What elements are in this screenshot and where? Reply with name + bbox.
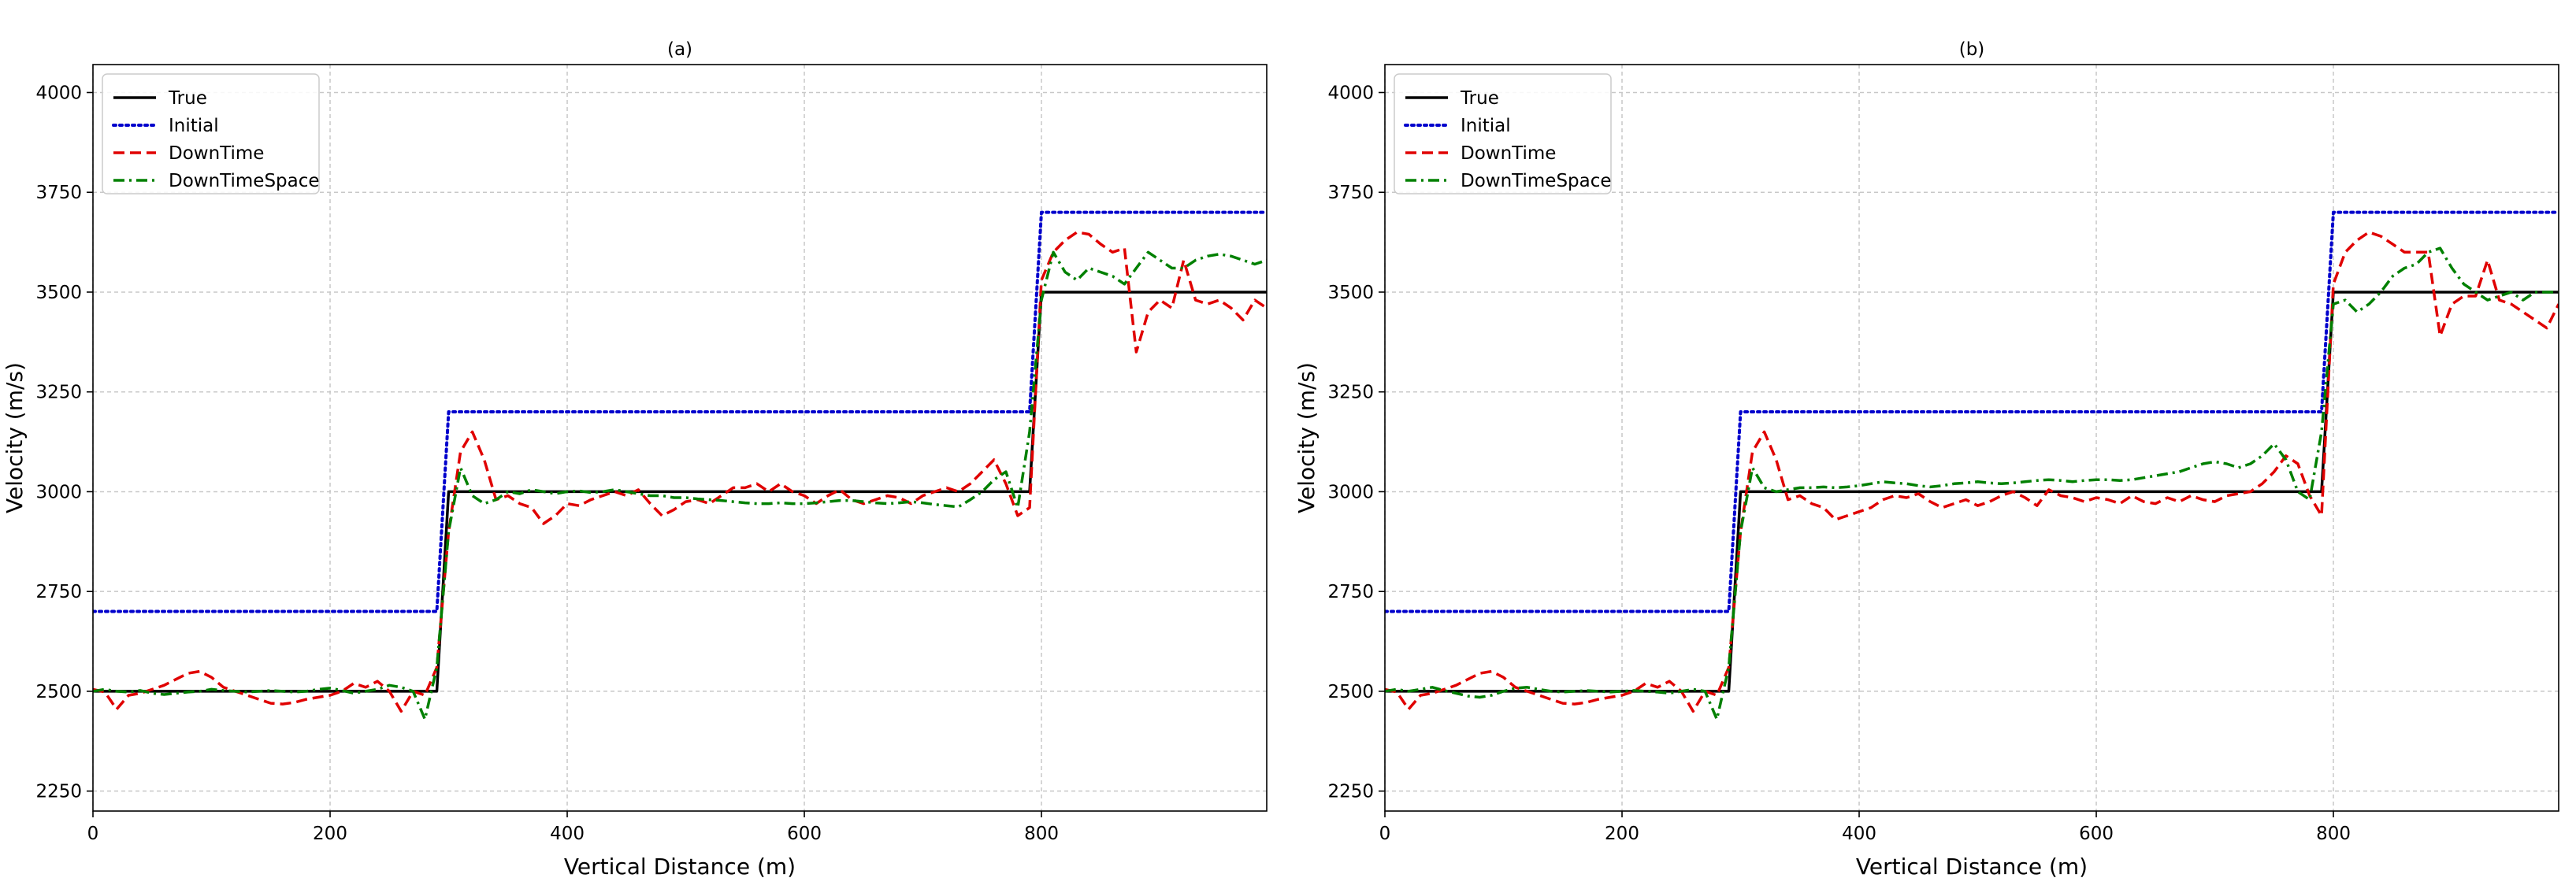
- legend-label-downtime: DownTime: [1461, 143, 1556, 164]
- x-tick-label: 600: [787, 824, 822, 844]
- ticks: 0 200 400 600 800 2250 2500 2750 3000 3250 3500 375…: [35, 83, 1059, 844]
- x-axis-label: Vertical Distance (m): [1856, 854, 2088, 880]
- y-tick-label: 3500: [1327, 283, 1374, 303]
- legend-box: [102, 73, 320, 194]
- legend-label-initial: Initial: [169, 116, 219, 136]
- series-group: [1385, 210, 2559, 721]
- series-line-true: [1385, 291, 2559, 693]
- y-tick-label: 3750: [35, 183, 82, 203]
- x-tick-label: 600: [2079, 824, 2114, 844]
- y-tick-label: 3250: [1327, 383, 1374, 403]
- legend: True Initial DownTime DownTimeSpace: [102, 73, 320, 194]
- series-line-initial: [1385, 210, 2559, 613]
- ticks: 0 200 400 600 800 2250 2500 2750 3000 3250 3500 375…: [1327, 83, 2351, 844]
- series-line-downtimespace: [93, 250, 1267, 721]
- y-tick-label: 4000: [1327, 83, 1374, 103]
- y-tick-label: 3750: [1327, 183, 1374, 203]
- series-line-downtimespace: [1385, 246, 2559, 721]
- y-tick-label: 2500: [35, 682, 82, 702]
- series-line-downtime: [1385, 231, 2559, 713]
- plot-frame: [92, 64, 1268, 812]
- x-tick-label: 200: [313, 824, 347, 844]
- series-group: [93, 210, 1267, 721]
- legend-label-initial: Initial: [1461, 116, 1511, 136]
- y-tick-label: 2250: [35, 782, 82, 802]
- chart-title: (b): [1959, 39, 1985, 60]
- y-tick-label: 2250: [1327, 782, 1374, 802]
- y-tick-label: 3000: [35, 482, 82, 502]
- chart-title: (a): [667, 39, 692, 60]
- y-tick-label: 2750: [35, 582, 82, 602]
- legend: True Initial DownTime DownTimeSpace: [1394, 73, 1612, 194]
- legend-label-downtimespace: DownTimeSpace: [169, 171, 320, 191]
- y-tick-label: 3000: [1327, 482, 1374, 502]
- y-tick-label: 2500: [1327, 682, 1374, 702]
- plot-frame: [1384, 64, 2559, 812]
- legend-label-true: True: [168, 88, 207, 109]
- legend-label-downtime: DownTime: [169, 143, 264, 164]
- legend-label-downtimespace: DownTimeSpace: [1461, 171, 1612, 191]
- y-tick-label: 3250: [35, 383, 82, 403]
- x-tick-label: 0: [87, 824, 99, 844]
- y-tick-label: 3500: [35, 283, 82, 303]
- y-axis-label: Velocity (m/s): [1294, 362, 1320, 513]
- legend-label-true: True: [1460, 88, 1499, 109]
- x-tick-label: 800: [2316, 824, 2351, 844]
- chart-panel-b: (b) Vertical Distance (m) Velocity (m/s)…: [1294, 39, 2559, 880]
- x-tick-label: 400: [1842, 824, 1876, 844]
- series-line-initial: [93, 210, 1267, 613]
- chart-panel-a: (a) Vertical Distance (m) Velocity (m/s)…: [2, 39, 1268, 880]
- x-tick-label: 0: [1379, 824, 1391, 844]
- x-tick-label: 400: [550, 824, 585, 844]
- y-tick-label: 4000: [35, 83, 82, 103]
- x-tick-label: 800: [1024, 824, 1059, 844]
- x-axis-label: Vertical Distance (m): [564, 854, 796, 880]
- series-line-true: [93, 291, 1267, 693]
- series-line-downtime: [93, 231, 1267, 713]
- x-tick-label: 200: [1605, 824, 1639, 844]
- legend-box: [1394, 73, 1612, 194]
- y-axis-label: Velocity (m/s): [2, 362, 28, 513]
- y-tick-label: 2750: [1327, 582, 1374, 602]
